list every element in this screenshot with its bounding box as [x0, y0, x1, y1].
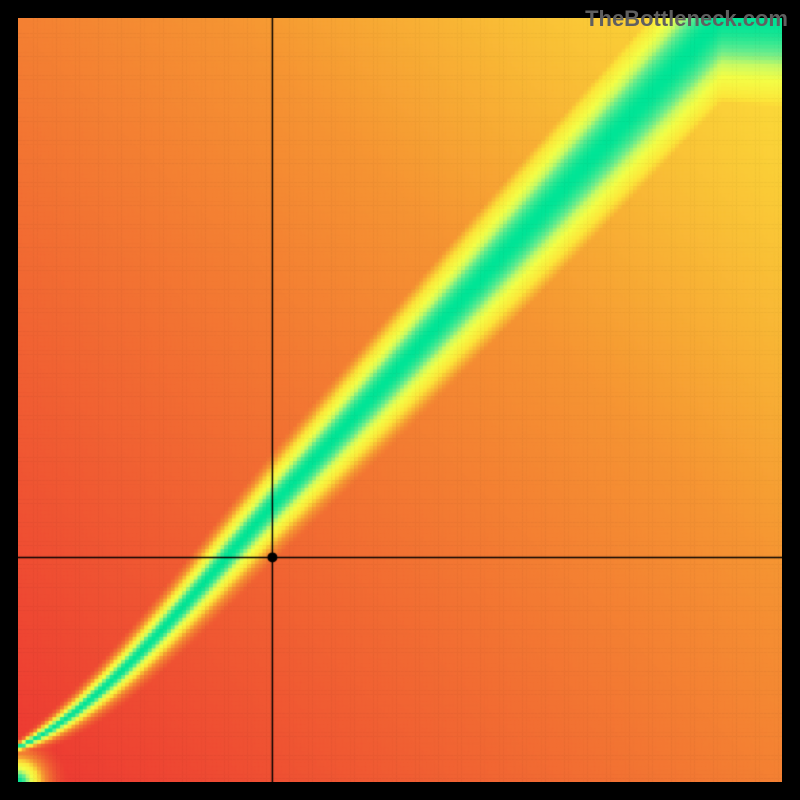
- watermark-text: TheBottleneck.com: [585, 6, 788, 32]
- plot-area: [18, 18, 782, 782]
- chart-container: TheBottleneck.com: [0, 0, 800, 800]
- heatmap-canvas: [18, 18, 782, 782]
